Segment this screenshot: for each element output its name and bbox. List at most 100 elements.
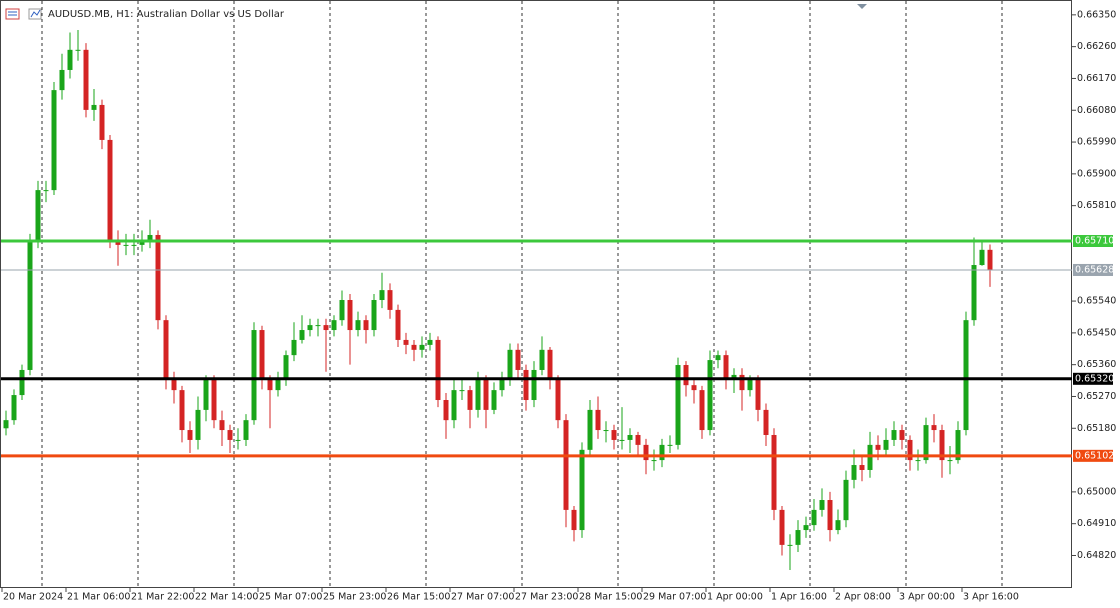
x-tick-label: 3 Apr 00:00 — [899, 592, 955, 603]
candle-body — [395, 309, 401, 340]
candle-body — [891, 430, 897, 440]
level-label: 0.65320 — [1075, 373, 1114, 384]
candle-body — [363, 320, 369, 331]
candle-body — [163, 320, 169, 380]
candle-body — [587, 409, 593, 450]
candle-body — [107, 139, 113, 240]
candle-body — [931, 425, 937, 431]
icon-line — [30, 9, 41, 18]
candle-body — [547, 349, 553, 380]
candle-body — [35, 190, 41, 240]
candle-body — [43, 190, 49, 192]
x-tick-label: 3 Apr 16:00 — [963, 592, 1019, 603]
x-tick-label: 29 Mar 07:00 — [643, 592, 706, 603]
x-tick-label: 1 Apr 16:00 — [771, 592, 827, 603]
candle-body — [99, 104, 105, 140]
candle-body — [131, 244, 137, 246]
candle-body — [611, 430, 617, 440]
candle-body — [475, 379, 481, 410]
icon[interactable] — [28, 8, 42, 20]
candle-body — [323, 325, 329, 331]
candle-body — [971, 265, 977, 321]
candle-body — [787, 544, 793, 546]
candle-body — [195, 409, 201, 440]
y-tick-label: 0.64820 — [1077, 550, 1116, 561]
candle-body — [555, 379, 561, 421]
candle-body — [347, 300, 353, 331]
candle-body — [411, 344, 417, 350]
candle-body — [619, 439, 625, 441]
candle-body — [979, 249, 985, 266]
candle-body — [419, 344, 425, 350]
x-tick-label: 1 Apr 00:00 — [707, 592, 763, 603]
x-tick-label: 25 Mar 23:00 — [323, 592, 386, 603]
candle-body — [203, 379, 209, 410]
candle-body — [699, 390, 705, 431]
candle-body — [747, 379, 753, 391]
candle-body — [283, 355, 289, 380]
candle-body — [355, 320, 361, 331]
chart-title: AUDUSD.MB, H1: Australian Dollar vs US D… — [48, 9, 285, 20]
x-tick-label: 2 Apr 08:00 — [835, 592, 891, 603]
level-label-box — [1073, 263, 1113, 276]
shift-marker[interactable] — [857, 4, 867, 9]
candle-body — [251, 330, 257, 421]
candle-body — [147, 234, 153, 240]
level-label: 0.65628 — [1075, 264, 1114, 275]
candle-body — [523, 369, 529, 401]
candle-body — [667, 444, 673, 446]
candle-body — [11, 395, 17, 421]
candle-body — [75, 49, 81, 51]
candle-body — [59, 69, 65, 91]
y-tick-label: 0.65540 — [1077, 296, 1116, 307]
y-tick-label: 0.66350 — [1077, 9, 1116, 20]
x-tick-label: 20 Mar 2024 — [3, 592, 63, 603]
candle-body — [675, 365, 681, 445]
candle-body — [827, 500, 833, 531]
candle-body — [739, 374, 745, 391]
x-tick-label: 26 Mar 15:00 — [387, 592, 450, 603]
candle-body — [851, 465, 857, 480]
y-tick-label: 0.65180 — [1077, 423, 1116, 434]
y-tick-label: 0.66260 — [1077, 41, 1116, 52]
candle-body — [603, 430, 609, 432]
candle-body — [963, 320, 969, 431]
candle-body — [267, 379, 273, 391]
candle-body — [291, 339, 297, 356]
level-label: 0.65102 — [1075, 450, 1114, 461]
candle-body — [339, 300, 345, 321]
icon[interactable] — [5, 8, 20, 20]
candle-body — [987, 249, 993, 270]
candle-body — [899, 430, 905, 440]
candle-body — [315, 325, 321, 327]
candle-body — [187, 430, 193, 440]
level-label-box — [1073, 234, 1113, 247]
candle-body — [939, 430, 945, 461]
x-tick-label: 25 Mar 07:00 — [259, 592, 322, 603]
y-tick-label: 0.65000 — [1077, 486, 1116, 497]
level-label-box — [1073, 372, 1113, 385]
candle-body — [659, 444, 665, 461]
candle-body — [635, 434, 641, 445]
candle-body — [123, 244, 129, 246]
y-tick-label: 0.64910 — [1077, 518, 1116, 529]
candle-body — [507, 349, 513, 380]
candle-body — [435, 339, 441, 401]
candle-body — [651, 460, 657, 462]
candle-body — [387, 290, 393, 310]
x-tick-label: 27 Mar 23:00 — [515, 592, 578, 603]
candle-body — [563, 420, 569, 510]
y-tick-label: 0.66170 — [1077, 73, 1116, 84]
candle-body — [571, 509, 577, 531]
candle-body — [723, 355, 729, 380]
y-tick-label: 0.65990 — [1077, 137, 1116, 148]
candle-body — [707, 360, 713, 431]
candle-body — [915, 460, 921, 462]
candle-body — [331, 320, 337, 331]
candle-body — [371, 300, 377, 331]
candle-body — [403, 339, 409, 345]
x-tick-label: 22 Mar 14:00 — [195, 592, 258, 603]
y-tick-label: 0.65450 — [1077, 327, 1116, 338]
candle-body — [843, 479, 849, 521]
candle-body — [491, 390, 497, 410]
